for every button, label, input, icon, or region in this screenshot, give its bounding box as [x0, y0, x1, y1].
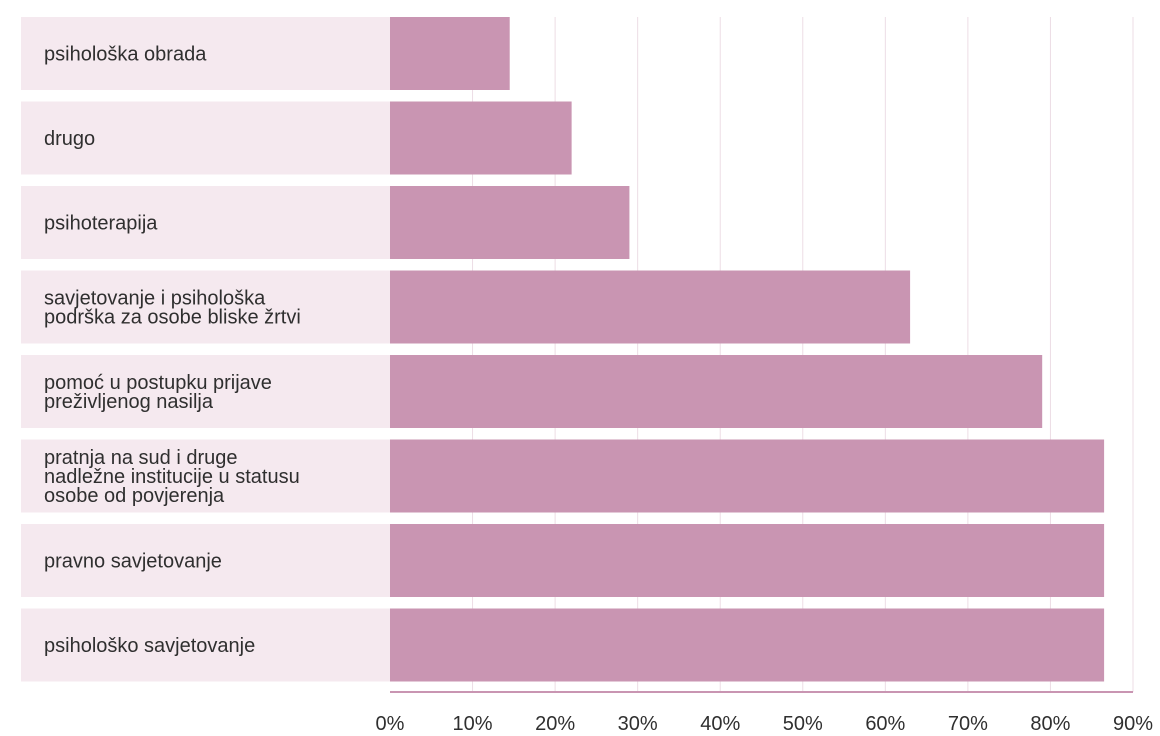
category-label: pratnja na sud i druge [44, 447, 237, 469]
category-labels: psihološka obrada drugo psihoterapija savje… [44, 44, 301, 658]
x-tick-label: 0% [376, 713, 405, 735]
category-band [21, 270, 390, 344]
x-tick-label: 70% [948, 713, 988, 735]
category-band [21, 439, 390, 513]
bars [390, 17, 1105, 682]
x-tick-label: 80% [1030, 713, 1070, 735]
category-label: nadležne institucije u statusu [44, 466, 300, 488]
x-tick-label: 50% [783, 713, 823, 735]
x-tick-label: 60% [865, 713, 905, 735]
x-tick-label: 40% [700, 713, 740, 735]
x-tick-label: 20% [535, 713, 575, 735]
category-label: psihološko savjetovanje [44, 635, 255, 657]
category-label: osobe od povjerenja [44, 485, 225, 507]
bar [390, 608, 1105, 682]
x-tick-label: 90% [1113, 713, 1153, 735]
bar [390, 439, 1105, 513]
category-label-bands [21, 17, 390, 682]
category-label: psihološka obrada [44, 44, 207, 66]
x-tick-labels: 0% 10% 20% 30% 40% 50% 60% 70% 80% 90% [376, 713, 1154, 735]
category-band [21, 524, 390, 597]
category-label: podrška za osobe bliske žrtvi [44, 307, 301, 329]
bar [390, 270, 911, 344]
category-band [21, 101, 390, 175]
category-label: drugo [44, 128, 95, 150]
category-label: savjetovanje i psihološka [44, 288, 266, 310]
bar [390, 101, 572, 175]
category-label: pomoć u postupku prijave [44, 372, 272, 394]
bar [390, 355, 1043, 428]
x-tick-label: 10% [453, 713, 493, 735]
category-band [21, 608, 390, 682]
bar [390, 524, 1105, 597]
bar [390, 17, 510, 90]
category-label: psihoterapija [44, 213, 158, 235]
category-label: pravno savjetovanje [44, 551, 222, 573]
category-label: preživljenog nasilja [44, 391, 214, 413]
category-band [21, 17, 390, 90]
x-tick-label: 30% [618, 713, 658, 735]
category-band [21, 355, 390, 428]
category-band [21, 186, 390, 259]
bar [390, 186, 630, 259]
